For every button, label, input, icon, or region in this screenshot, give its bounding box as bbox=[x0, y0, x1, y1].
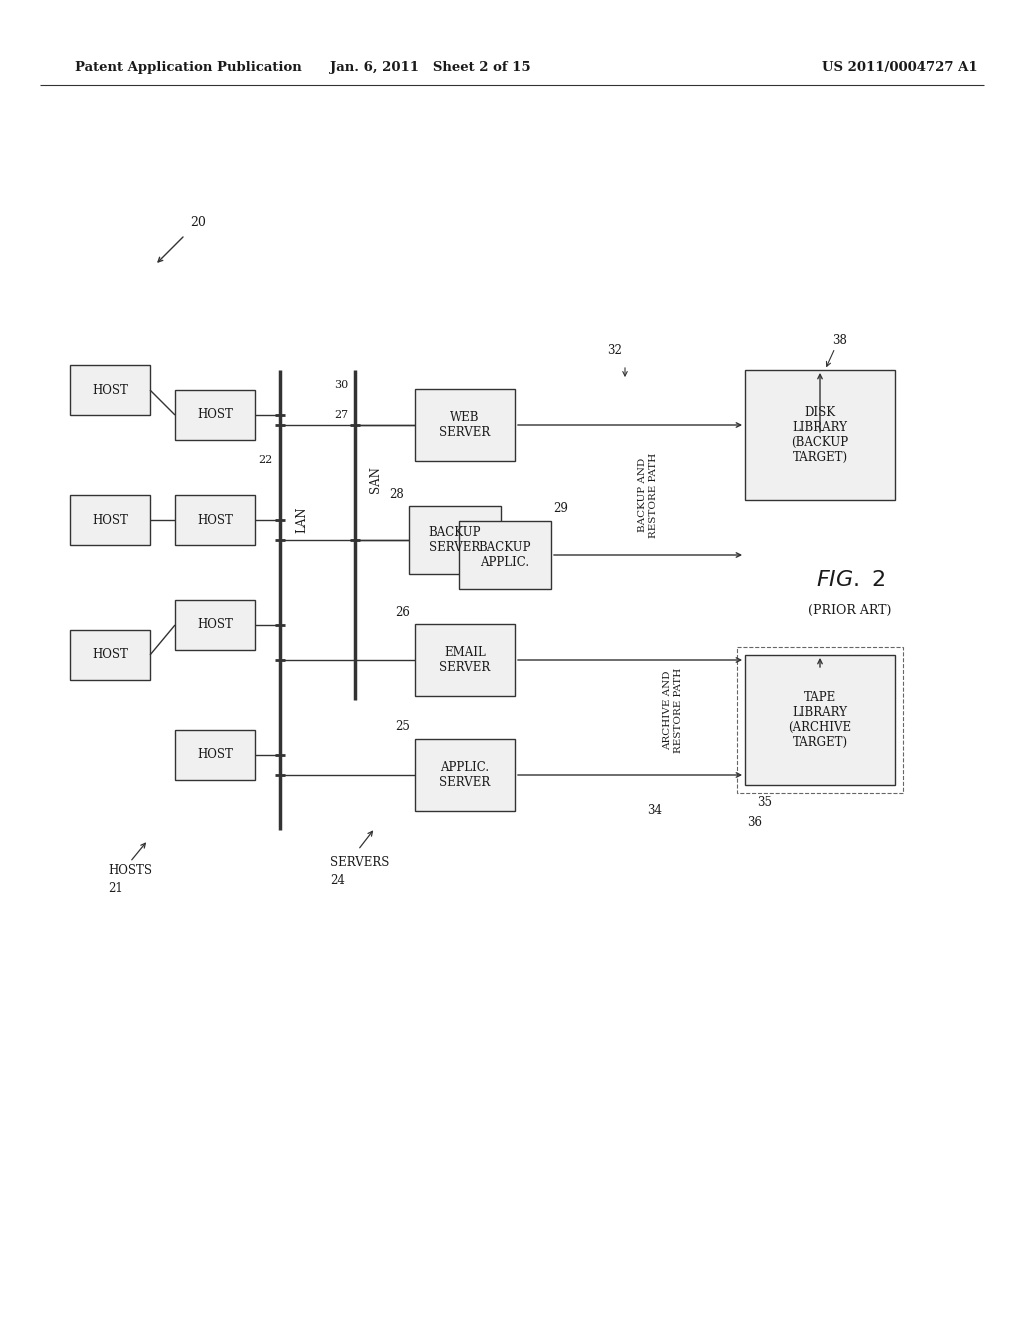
Bar bbox=[459, 521, 551, 589]
Text: 32: 32 bbox=[607, 343, 623, 356]
Text: HOST: HOST bbox=[197, 513, 232, 527]
Text: Patent Application Publication: Patent Application Publication bbox=[75, 62, 302, 74]
Text: DISK
LIBRARY
(BACKUP
TARGET): DISK LIBRARY (BACKUP TARGET) bbox=[792, 407, 849, 465]
Bar bbox=[745, 370, 895, 500]
Text: LAN: LAN bbox=[296, 507, 308, 533]
Bar bbox=[745, 655, 895, 785]
Text: $\mathit{FIG.}$ $\mathit{2}$: $\mathit{FIG.}$ $\mathit{2}$ bbox=[815, 569, 885, 591]
Text: 21: 21 bbox=[108, 882, 123, 895]
Text: 25: 25 bbox=[395, 721, 411, 734]
Text: EMAIL
SERVER: EMAIL SERVER bbox=[439, 645, 490, 675]
Text: 20: 20 bbox=[190, 215, 206, 228]
Text: SERVERS: SERVERS bbox=[330, 855, 389, 869]
Bar bbox=[175, 389, 255, 440]
Text: HOSTS: HOSTS bbox=[108, 863, 152, 876]
Text: TAPE
LIBRARY
(ARCHIVE
TARGET): TAPE LIBRARY (ARCHIVE TARGET) bbox=[788, 690, 852, 748]
Text: HOST: HOST bbox=[92, 513, 128, 527]
Text: WEB
SERVER: WEB SERVER bbox=[439, 411, 490, 440]
Text: 38: 38 bbox=[833, 334, 848, 346]
Bar bbox=[175, 495, 255, 545]
Text: 35: 35 bbox=[758, 796, 772, 809]
Text: BACKUP
SERVER: BACKUP SERVER bbox=[429, 525, 481, 554]
Text: APPLIC.
SERVER: APPLIC. SERVER bbox=[439, 762, 490, 789]
Text: 29: 29 bbox=[553, 503, 568, 516]
Text: BACKUP AND
RESTORE PATH: BACKUP AND RESTORE PATH bbox=[638, 453, 657, 537]
Bar bbox=[70, 630, 150, 680]
Bar bbox=[70, 495, 150, 545]
Bar bbox=[415, 389, 515, 461]
Text: HOST: HOST bbox=[197, 748, 232, 762]
Text: 30: 30 bbox=[334, 380, 348, 389]
Text: SAN: SAN bbox=[369, 466, 382, 494]
Bar bbox=[415, 739, 515, 810]
Text: HOST: HOST bbox=[92, 384, 128, 396]
Text: 24: 24 bbox=[330, 874, 345, 887]
Text: Jan. 6, 2011   Sheet 2 of 15: Jan. 6, 2011 Sheet 2 of 15 bbox=[330, 62, 530, 74]
Bar bbox=[415, 624, 515, 696]
Text: BACKUP
APPLIC.: BACKUP APPLIC. bbox=[479, 541, 531, 569]
Text: HOST: HOST bbox=[197, 619, 232, 631]
Bar bbox=[737, 647, 903, 793]
Text: 27: 27 bbox=[334, 411, 348, 420]
Bar bbox=[409, 506, 501, 574]
Text: HOST: HOST bbox=[197, 408, 232, 421]
Text: (PRIOR ART): (PRIOR ART) bbox=[808, 603, 892, 616]
Text: 26: 26 bbox=[395, 606, 411, 619]
Bar bbox=[175, 730, 255, 780]
Text: 36: 36 bbox=[748, 817, 763, 829]
Text: 22: 22 bbox=[258, 455, 272, 465]
Text: US 2011/0004727 A1: US 2011/0004727 A1 bbox=[822, 62, 978, 74]
Bar bbox=[70, 366, 150, 414]
Text: HOST: HOST bbox=[92, 648, 128, 661]
Text: 28: 28 bbox=[389, 487, 404, 500]
Bar bbox=[175, 601, 255, 649]
Text: ARCHIVE AND
RESTORE PATH: ARCHIVE AND RESTORE PATH bbox=[664, 668, 683, 752]
Text: 34: 34 bbox=[647, 804, 663, 817]
